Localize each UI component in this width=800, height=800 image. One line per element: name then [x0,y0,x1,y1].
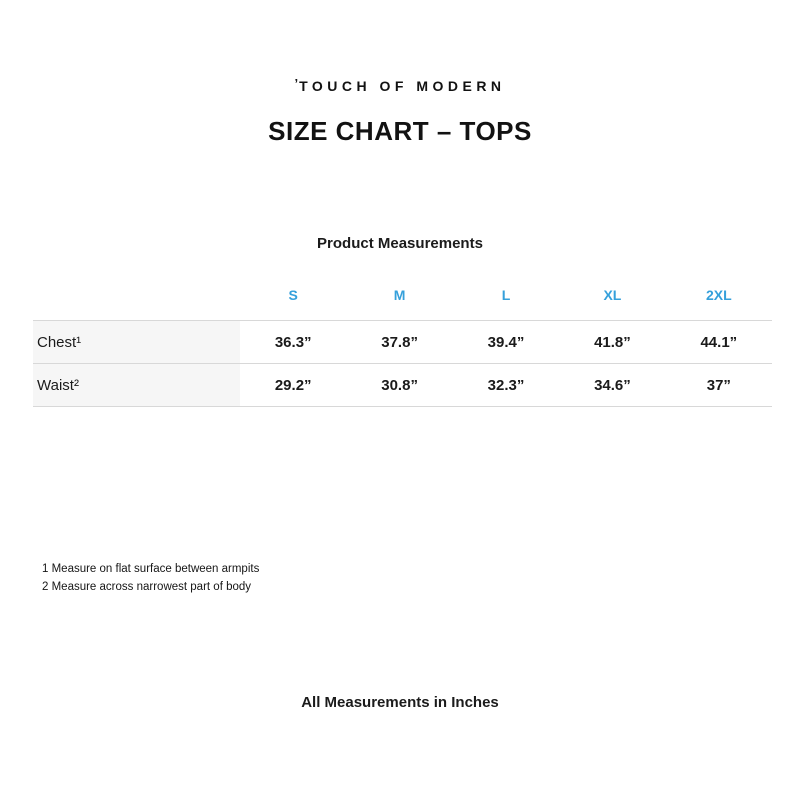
waist-value-2xl: 37” [706,376,731,394]
waist-value-s: 29.2” [274,376,312,394]
chest-value-2xl: 44.1” [700,333,738,351]
table-row-waist: Waist² 29.2” 30.8” 32.3” 34.6” 37” [33,363,772,407]
waist-value-l: 32.3” [487,376,525,394]
size-table: S M L XL 2XL Chest¹ 36.3” 37.8” 39.4” 41… [33,270,772,407]
footnote-1: 1 Measure on flat surface between armpit… [42,563,260,575]
row-label-waist: Waist² [33,364,240,406]
column-header-2xl: 2XL [705,287,732,303]
page-title: SIZE CHART – TOPS [268,116,532,146]
brand-logo-mark: ’ [294,76,300,91]
chest-value-s: 36.3” [274,333,312,351]
chest-value-l: 39.4” [487,333,525,351]
row-label-chest: Chest¹ [33,321,240,363]
chest-value-m: 37.8” [381,333,418,351]
table-caption: Product Measurements [317,235,483,252]
column-header-l: L [501,287,511,303]
header-spacer-cell [33,270,240,320]
chest-value-xl: 41.8” [594,333,631,351]
column-header-s: S [288,287,298,303]
column-header-m: M [393,287,406,303]
brand-logo: ’TOUCH OF MODERN [0,76,800,94]
footnote-2: 2 Measure across narrowest part of body [42,580,252,593]
waist-value-m: 30.8” [381,376,418,394]
column-header-xl: XL [603,287,622,303]
table-header-row: S M L XL 2XL [33,270,772,320]
waist-value-xl: 34.6” [594,376,631,394]
footnotes: 1 Measure on flat surface between armpit… [42,561,259,596]
brand-logo-text: TOUCH OF MODERN [299,78,506,94]
units-note: All Measurements in Inches [301,694,499,711]
table-row-chest: Chest¹ 36.3” 37.8” 39.4” 41.8” 44.1” [33,320,772,363]
